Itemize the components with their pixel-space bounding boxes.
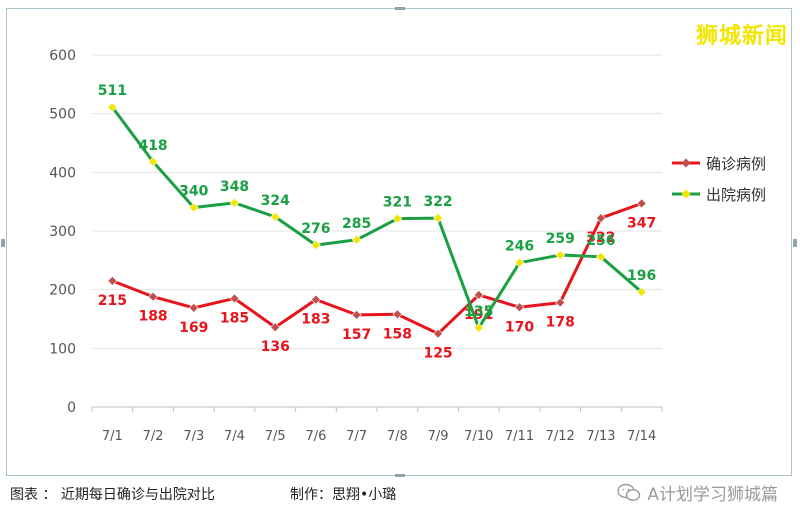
source-label: A计划学习狮城篇 [617,480,778,505]
data-point-marker [270,211,281,222]
data-point-marker [188,202,199,213]
y-tick-label: 400 [49,165,76,181]
data-label: 135 [464,304,493,320]
x-tick-label: 7/8 [387,429,408,444]
resize-handle-right[interactable] [793,239,797,247]
legend-swatch-marker [681,158,691,168]
x-tick-label: 7/11 [505,429,534,444]
x-tick-label: 7/2 [143,429,164,444]
figure-caption: 图表 ： 近期每日确诊与出院对比 [10,487,215,503]
data-point-marker [595,251,606,262]
data-point-marker [351,234,362,245]
x-tick-label: 7/10 [464,429,493,444]
resize-handle-top[interactable] [395,7,405,10]
data-label: 511 [98,83,127,99]
data-label: 157 [342,327,371,343]
y-tick-label: 300 [49,224,76,240]
y-tick-label: 200 [49,283,76,299]
data-point-marker [514,257,525,268]
wechat-icon [617,483,641,501]
resize-handle-bottom[interactable] [395,474,405,477]
data-point-marker [636,198,647,209]
data-point-marker [595,213,606,224]
data-point-marker [433,328,444,339]
x-tick-label: 7/3 [183,429,204,444]
y-tick-label: 600 [49,48,76,64]
data-label: 322 [423,194,452,210]
data-point-marker [188,302,199,313]
data-label: 196 [627,268,656,284]
data-point-marker [270,322,281,333]
source-text: A计划学习狮城篇 [647,485,778,505]
legend-label: 确诊病例 [706,155,766,173]
data-label: 158 [383,326,412,342]
data-label: 170 [505,319,534,335]
data-point-marker [148,156,159,167]
x-tick-label: 7/1 [102,429,123,444]
data-label: 259 [546,231,575,247]
series-line-1 [111,202,643,336]
data-label: 169 [179,320,208,336]
data-point-marker [392,213,403,224]
data-point-marker [473,322,484,333]
data-point-marker [229,293,240,304]
x-tick-label: 7/5 [265,429,286,444]
series-line-2 [111,106,643,330]
data-label: 276 [301,221,330,237]
x-tick-label: 7/9 [428,429,449,444]
watermark-text: 狮城新闻 [695,24,788,49]
x-tick-label: 7/4 [224,429,245,444]
data-point-marker [392,309,403,320]
data-label: 285 [342,216,371,232]
data-point-marker [473,289,484,300]
figure-credit: 制作：思翔•小璐 [290,487,397,503]
data-point-marker [107,102,118,113]
data-point-marker [636,287,647,297]
legend-swatch-marker [681,189,691,199]
legend-label: 出院病例 [706,186,766,204]
x-tick-label: 7/6 [305,429,326,444]
data-label: 418 [138,138,167,154]
data-point-marker [555,297,566,308]
line-chart: 0 100 200 300 400 500 600 7/1 7/2 7/3 7/4 7/5 7/6 7/7… [49,48,766,444]
data-point-marker [310,294,321,305]
data-label: 321 [383,195,412,211]
resize-handle-left[interactable] [1,239,5,247]
data-point-marker [107,275,118,286]
data-label: 324 [261,193,290,209]
x-tick-label: 7/12 [546,429,575,444]
y-tick-label: 0 [67,400,76,416]
data-label: 347 [627,215,656,231]
data-label: 256 [586,233,615,249]
data-label: 188 [138,309,167,325]
data-label: 246 [505,239,534,255]
y-tick-label: 100 [49,341,76,357]
data-point-marker [310,240,321,251]
chart-frame [1,7,797,477]
y-tick-label: 500 [49,107,76,123]
data-label: 136 [261,339,290,355]
data-label: 340 [179,184,208,200]
data-label: 183 [301,312,330,328]
data-point-marker [351,309,362,320]
data-label: 348 [220,179,249,195]
data-label: 185 [220,310,249,326]
x-tick-label: 7/14 [627,429,656,444]
data-point-marker [514,302,525,313]
data-point-marker [555,250,566,261]
data-label: 178 [546,315,575,331]
x-tick-label: 7/13 [586,429,615,444]
data-point-marker [148,291,159,302]
data-point-marker [433,213,444,224]
data-label: 125 [423,346,452,362]
x-tick-label: 7/7 [346,429,367,444]
data-label: 215 [98,293,127,309]
data-point-marker [229,197,240,208]
data-label: 322 [586,230,615,246]
